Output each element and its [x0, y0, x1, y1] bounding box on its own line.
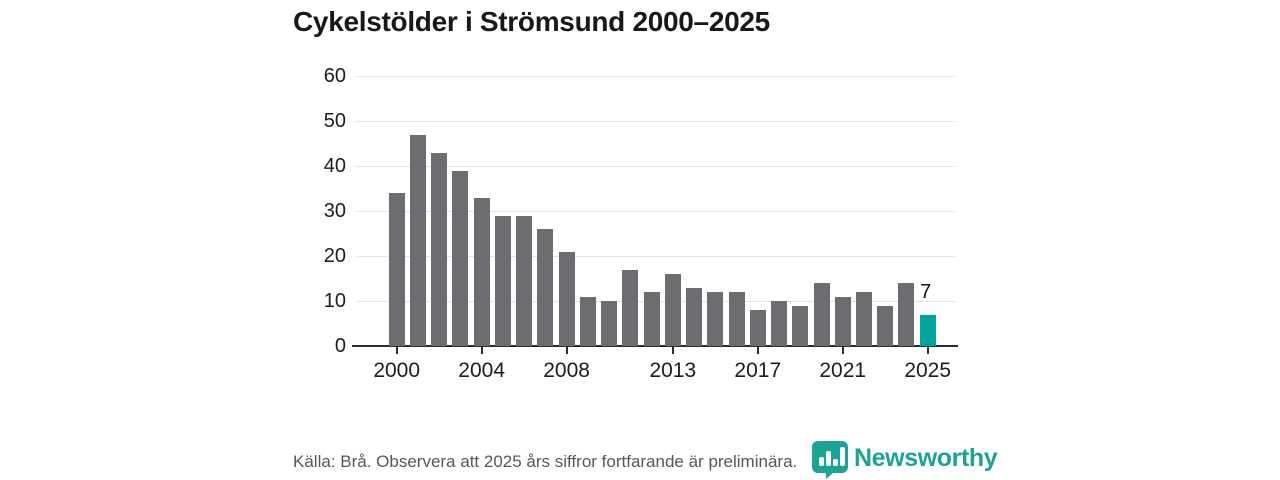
gridline-50	[355, 121, 955, 122]
bar-2001	[409, 134, 426, 346]
gridline-20	[355, 256, 955, 257]
y-axis-label-20: 20	[323, 245, 346, 267]
bar-2009	[579, 296, 596, 346]
x-axis-label-2017: 2017	[734, 359, 782, 382]
chart-title: Cykelstölder i Strömsund 2000–2025	[293, 6, 770, 37]
bar-2013	[664, 274, 681, 346]
bar-2022	[855, 292, 872, 346]
bar-2007	[537, 229, 554, 346]
x-tick-2004	[480, 346, 483, 354]
gridline-30	[355, 211, 955, 212]
bar-2010	[601, 301, 618, 346]
x-axis-label-2013: 2013	[649, 359, 697, 382]
newsworthy-logo: Newsworthy	[811, 440, 998, 480]
newsworthy-logo-icon	[811, 440, 849, 480]
gridline-40	[355, 166, 955, 167]
bar-2004	[473, 197, 490, 346]
bar-2015	[707, 292, 724, 346]
x-axis-label-2008: 2008	[543, 359, 590, 382]
bar-2025	[919, 314, 936, 346]
bar-2005	[494, 215, 511, 346]
bar-2000	[388, 193, 405, 346]
bar-2011	[622, 269, 639, 346]
bar-2002	[431, 152, 448, 346]
plot-area: 2000 2004 2008 2013 2017 2021 2025 7	[352, 76, 958, 382]
x-tick-2000	[395, 346, 398, 354]
bar-2024	[898, 283, 915, 346]
gridline-60	[355, 76, 955, 77]
bar-2019	[792, 305, 809, 346]
x-axis-label-2004: 2004	[458, 359, 506, 382]
y-axis-label-40: 40	[323, 155, 346, 177]
chart-figure: Cykelstölder i Strömsund 2000–2025 2000 2…	[290, 0, 998, 480]
y-axis-label-30: 30	[323, 200, 346, 222]
bar-2003	[452, 170, 469, 346]
y-axis-label-60: 60	[323, 65, 346, 87]
x-axis-label-2021: 2021	[819, 359, 867, 382]
bar-2020	[813, 283, 830, 346]
y-axis-label-10: 10	[323, 290, 346, 312]
newsworthy-logo-text: Newsworthy	[854, 443, 998, 472]
bar-2017	[749, 310, 766, 346]
bar-2008	[558, 251, 575, 346]
x-tick-2013	[671, 346, 674, 354]
x-tick-2008	[565, 346, 568, 354]
x-axis-label-2025: 2025	[904, 359, 952, 382]
x-tick-2021	[841, 346, 844, 354]
x-tick-2025	[926, 346, 929, 354]
bar-2006	[516, 215, 533, 346]
value-label-2025: 7	[920, 280, 932, 303]
bar-2021	[834, 296, 851, 346]
x-tick-2017	[756, 346, 759, 354]
bar-2012	[643, 292, 660, 346]
y-axis-label-50: 50	[323, 110, 346, 132]
x-axis-label-2000: 2000	[373, 359, 421, 382]
bar-2018	[771, 301, 788, 346]
bar-2014	[686, 287, 703, 346]
bar-2016	[728, 292, 745, 346]
source-note: Källa: Brå. Observera att 2025 års siffr…	[293, 452, 798, 471]
y-axis-label-0: 0	[334, 335, 346, 357]
bar-2023	[877, 305, 894, 346]
